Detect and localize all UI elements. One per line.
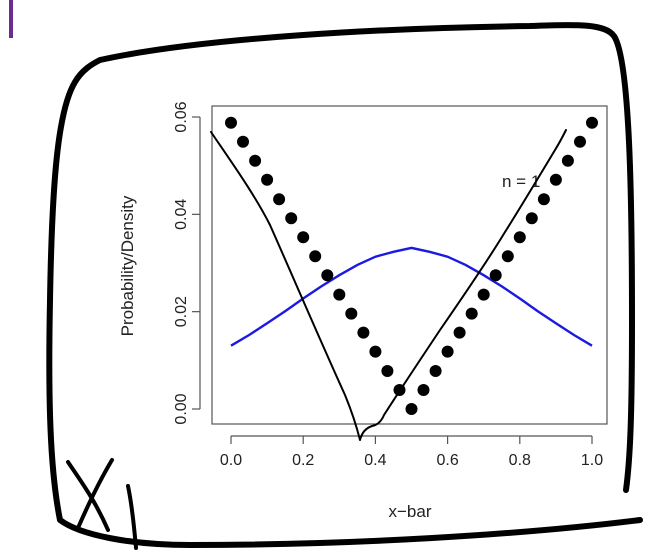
- hand-written-x1: [66, 458, 138, 550]
- y-tick-label: 0.00: [173, 393, 190, 424]
- probability-point: [369, 345, 382, 358]
- density-curve: [230, 246, 593, 347]
- probability-point: [237, 135, 249, 148]
- plot-frame: [211, 105, 608, 425]
- probability-point: [441, 345, 454, 358]
- x-tick-label: 0.6: [436, 452, 458, 469]
- probability-point: [249, 154, 262, 167]
- probability-point: [477, 288, 490, 301]
- x-axis-title: x−bar: [389, 502, 432, 521]
- axes: 0.0 0.2 0.4 0.6 0.8 1.0 0.00 0.02 0.04 0.06: [173, 101, 603, 469]
- probability-point: [561, 154, 574, 167]
- probability-point: [501, 250, 514, 263]
- density-curve-layer: [230, 246, 593, 347]
- x-tick-label: 0.0: [220, 452, 242, 469]
- probability-point: [465, 307, 478, 320]
- probability-point: [309, 250, 322, 263]
- probability-point: [297, 231, 310, 244]
- probability-point: [333, 288, 346, 301]
- x-tick-label: 0.4: [364, 452, 386, 469]
- probability-point: [537, 193, 550, 206]
- probability-point: [513, 231, 526, 244]
- probability-point: [405, 403, 418, 415]
- probability-point: [273, 193, 286, 206]
- y-tick-label: 0.04: [173, 199, 190, 230]
- hand-drawn-curve: [210, 129, 567, 441]
- x-tick-label: 1.0: [581, 452, 603, 469]
- probability-point: [357, 326, 370, 339]
- probability-point: [321, 269, 334, 282]
- probability-point: [525, 212, 538, 225]
- probability-points-layer: [225, 116, 598, 415]
- y-tick-label: 0.02: [173, 296, 190, 327]
- probability-point: [417, 384, 430, 396]
- probability-point: [345, 307, 358, 320]
- probability-point: [429, 365, 442, 377]
- probability-point: [586, 116, 598, 129]
- hand-drawn-border: [46, 22, 643, 548]
- probability-point: [381, 365, 394, 377]
- x-tick-label: 0.2: [292, 452, 314, 469]
- probability-point: [453, 326, 466, 339]
- probability-point: [225, 116, 237, 129]
- probability-point: [285, 212, 298, 225]
- probability-point: [574, 135, 586, 148]
- y-axis-title: Probability/Density: [118, 195, 137, 336]
- probability-point: [549, 173, 562, 186]
- probability-point: [261, 173, 274, 186]
- x-tick-label: 0.8: [509, 452, 531, 469]
- page-edge-marker: [9, 0, 13, 38]
- annotation-n: n = 1: [502, 172, 540, 191]
- y-tick-label: 0.06: [173, 101, 190, 132]
- probability-point: [489, 269, 502, 282]
